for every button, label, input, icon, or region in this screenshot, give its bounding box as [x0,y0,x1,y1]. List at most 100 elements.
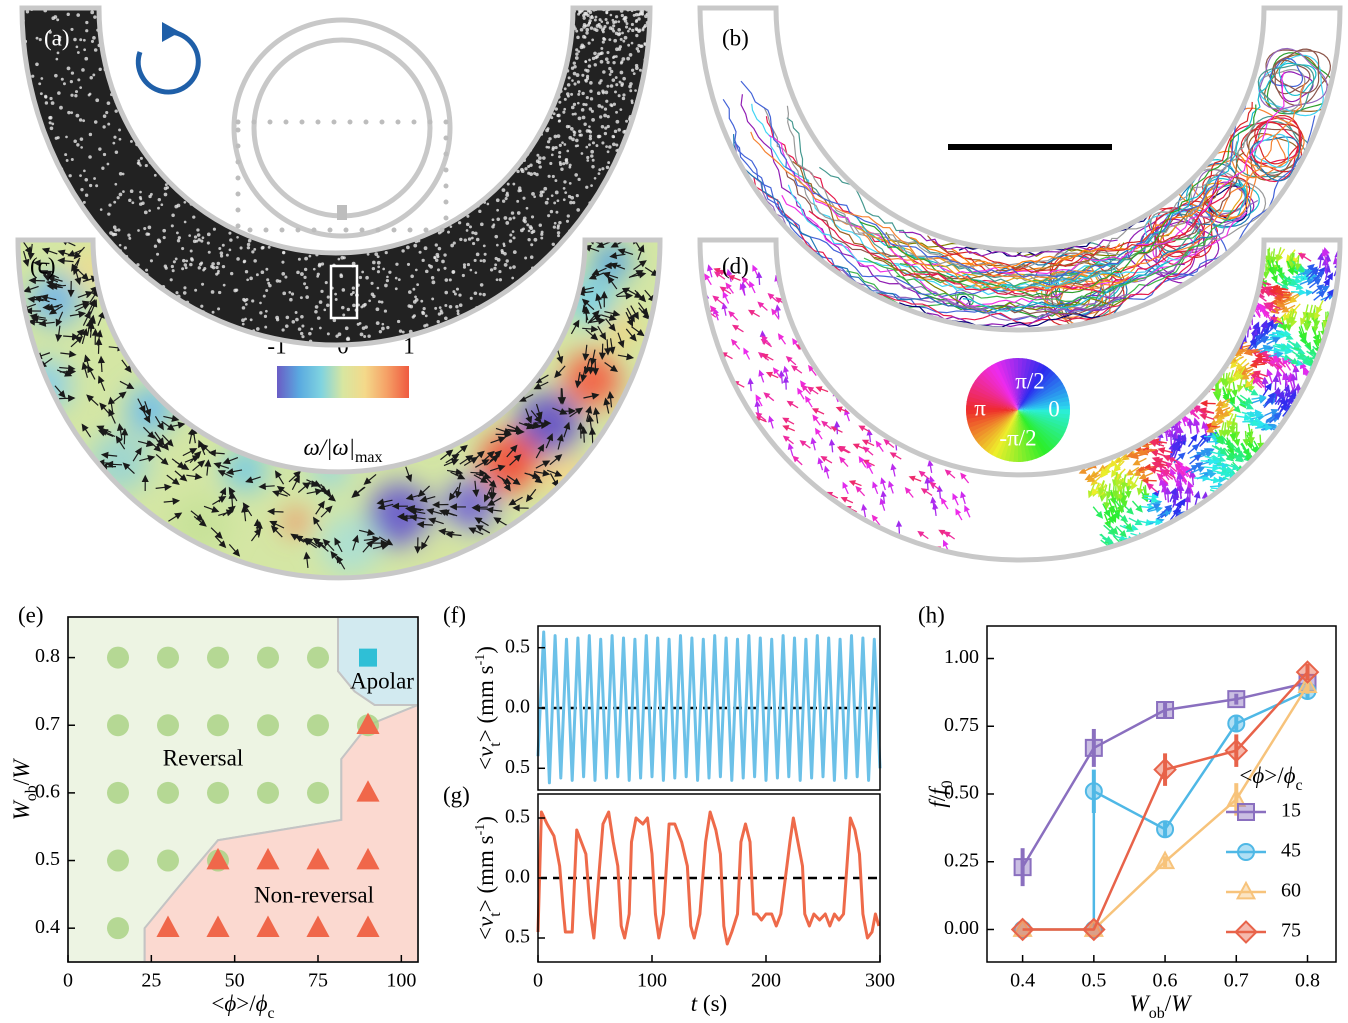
panel-label: (a) [44,25,70,50]
y-axis-label-part: -1 [473,824,488,836]
particle [591,39,594,42]
marker [1157,702,1173,718]
particle [80,137,84,141]
particle [580,28,584,32]
particle [265,310,268,313]
x-axis-label-part: W [1171,991,1192,1016]
particle [444,316,448,320]
particle [495,257,498,260]
particle [370,282,373,285]
particle [478,210,481,213]
particle [386,326,389,329]
particle [340,273,343,276]
particle [583,16,586,19]
particle [202,236,205,239]
particle [625,120,628,123]
particle [586,96,589,99]
particle [66,159,69,162]
particle [253,248,256,251]
particle [145,232,149,236]
marker [207,647,229,669]
particle [615,83,618,86]
particle [591,16,594,19]
particle [410,275,414,279]
particle [292,320,296,324]
y-axis-label-part: < [473,757,498,770]
particle [600,60,604,64]
particle [513,236,516,239]
y-tick-label: 1.00 [944,646,979,668]
particle [200,262,203,265]
panel-label: (c) [30,253,56,278]
particle [585,186,588,189]
particle [140,157,143,160]
particle [171,224,174,227]
particle [610,70,614,74]
particle [359,276,362,279]
particle [425,323,428,326]
particle [574,113,577,116]
particle [285,324,289,328]
x-tick-label: 100 [386,970,416,992]
legend-marker [1238,804,1254,820]
marker [1086,740,1102,756]
particle [590,26,594,30]
particle [555,211,558,214]
particle [376,307,380,311]
particle [361,271,364,274]
particle [88,94,91,97]
particle [207,241,210,244]
particle [77,51,80,54]
particle [494,263,497,266]
particle [145,269,148,272]
particle [621,57,625,61]
particle [175,258,178,261]
particle [573,131,576,134]
particle [172,269,175,272]
particle [601,125,604,128]
particle [610,14,613,17]
particle [48,116,51,119]
particle [452,270,455,273]
panel-label: (h) [918,602,945,627]
particle [84,178,88,182]
particle [606,61,609,64]
particle [84,57,88,61]
particle [208,251,211,254]
particle [431,276,434,279]
particle [413,244,417,248]
particle [603,114,607,118]
particle [622,77,626,81]
particle [505,259,508,262]
particle [338,258,341,261]
x-tick-label: 75 [308,970,328,992]
particle [253,259,257,263]
particle [551,194,554,197]
particle [150,193,153,196]
particle [512,216,515,219]
particle [424,246,428,250]
marker [1157,853,1174,869]
particle [103,153,106,156]
particle [105,111,108,114]
particle [591,118,595,122]
particle [91,40,94,43]
particle [559,144,562,147]
particle [92,73,95,76]
particle [476,238,480,242]
particle [631,42,634,45]
particle [70,80,73,83]
particle [247,243,251,247]
particle [585,103,588,106]
particle [490,268,493,271]
particle [251,299,254,302]
particle [505,193,509,197]
particle [464,238,467,241]
particle [100,208,103,211]
particle [316,275,319,278]
particle [531,215,534,218]
particle [395,277,398,280]
y-axis-label-part: > (mm s [473,835,498,912]
particle [236,236,239,239]
particle [444,304,447,307]
